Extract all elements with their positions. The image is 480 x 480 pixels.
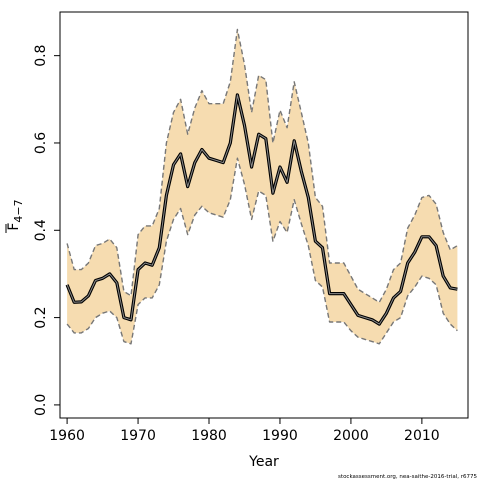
x-axis-title: Year xyxy=(248,454,279,470)
y-tick-label: 0.8 xyxy=(33,45,49,67)
x-tick-label: 1970 xyxy=(120,428,156,444)
x-tick-label: 1960 xyxy=(49,428,85,444)
y-axis: 0.0 0.2 0.4 0.6 0.8 xyxy=(33,45,60,416)
y-axis-title: F4−7 xyxy=(5,199,25,233)
x-axis: 1960 1970 1980 1990 2000 2010 xyxy=(49,418,440,444)
x-tick-label: 2010 xyxy=(404,428,440,444)
footnote: stockassessment.org, nea-saithe-2016-tri… xyxy=(338,474,477,480)
y-tick-label: 0.0 xyxy=(33,394,49,416)
lower-bound-line xyxy=(66,157,458,345)
svg-text:F4−7: F4−7 xyxy=(6,199,25,230)
y-tick-label: 0.4 xyxy=(33,219,49,241)
plot-area xyxy=(65,28,458,345)
x-tick-label: 1980 xyxy=(191,428,227,444)
plot-frame xyxy=(59,11,469,419)
y-axis-title-subscript: 4−7 xyxy=(12,199,25,222)
y-tick-label: 0.2 xyxy=(33,306,49,328)
upper-bound-line xyxy=(66,28,458,303)
x-tick-label: 1990 xyxy=(262,428,298,444)
estimate-line-highlight xyxy=(66,94,458,325)
y-tick-label: 0.6 xyxy=(33,132,49,154)
x-tick-label: 2000 xyxy=(333,428,369,444)
y-axis-title-symbol: F xyxy=(6,223,22,231)
confidence-band xyxy=(67,29,458,344)
